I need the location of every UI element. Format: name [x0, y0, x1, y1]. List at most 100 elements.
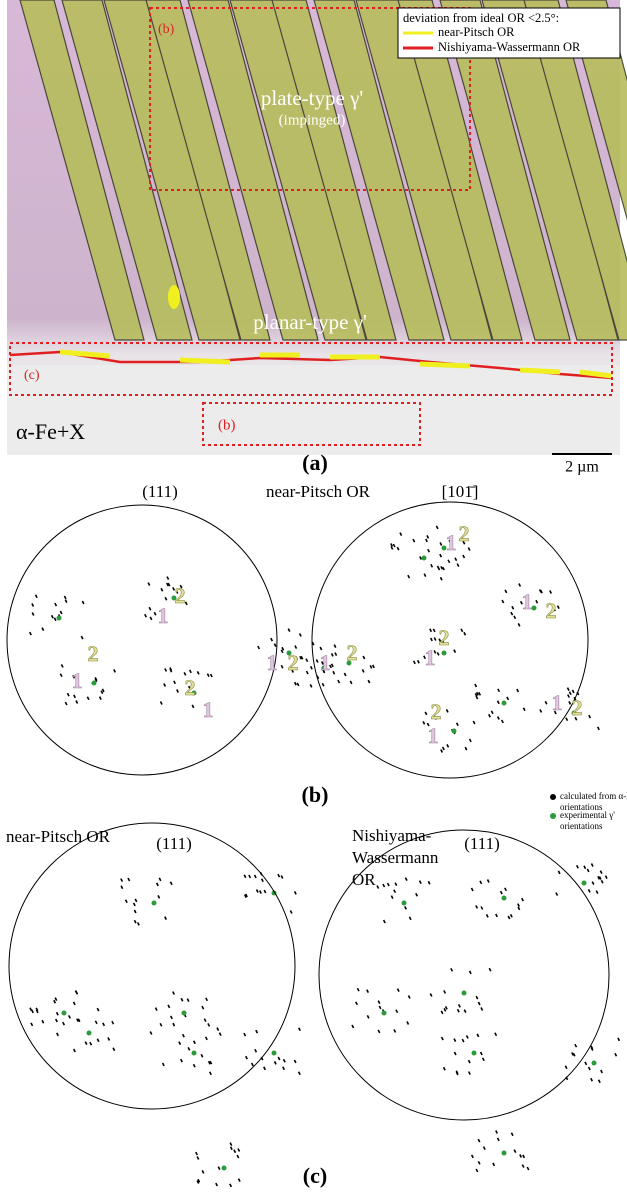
pole-label: 1 [552, 690, 563, 715]
pole-dot [493, 1163, 495, 1166]
pole-dot [518, 907, 520, 910]
pole-dot [409, 917, 411, 920]
pole-dot [441, 749, 443, 752]
pole-dot [135, 899, 137, 902]
pole-dot [60, 674, 62, 677]
pole-dot [158, 895, 160, 898]
panel-title: Wassermann [352, 848, 439, 867]
pole-dot [378, 1001, 380, 1004]
pole-dot [278, 874, 280, 877]
pole-dot [299, 1028, 301, 1031]
pole-dot [126, 900, 128, 903]
pole-dot [424, 574, 426, 577]
pole-label: 2 [459, 521, 470, 546]
pole-dot [502, 701, 507, 706]
pole-dot [462, 1039, 464, 1042]
pole-figure [9, 823, 295, 1109]
pole-dot [61, 664, 63, 667]
pole-label: 2 [175, 583, 186, 608]
pole-dot [333, 671, 335, 674]
pole-dot [148, 583, 150, 586]
pole-dot [518, 904, 520, 907]
pole-label: 2 [572, 695, 583, 720]
pole-dot [592, 882, 594, 885]
pole-dot [281, 665, 283, 668]
pole-dot [601, 1070, 603, 1073]
pole-dot [177, 689, 179, 692]
pole-dot [454, 1052, 456, 1055]
pole-dot [442, 651, 447, 656]
figure: (b) (c) (b) plate-type γ' (impinged) pla… [0, 0, 627, 1194]
pole-dot [173, 1023, 175, 1026]
pole-dot [103, 1023, 105, 1026]
pole-dot [186, 602, 188, 605]
pole-dot [197, 1156, 199, 1159]
pole-dot [502, 720, 504, 723]
pole-dot [54, 618, 56, 621]
pole-dot [297, 683, 299, 686]
pole-dot [565, 1066, 567, 1069]
pole-dot [222, 1166, 227, 1171]
pole-dot [591, 1078, 593, 1081]
pole-dot [577, 865, 579, 868]
pole-dot [316, 659, 318, 662]
pole-dot [517, 689, 519, 692]
pole-dot [483, 1058, 485, 1061]
pole-dot [282, 647, 284, 650]
pole-dot [202, 1170, 204, 1173]
pole-dot [181, 1059, 183, 1062]
pole-dot [183, 1034, 185, 1037]
legend-entry: experimental γ'orientations [560, 810, 615, 831]
pole-dot [73, 1002, 75, 1005]
pole-dot [260, 890, 262, 893]
pole-label: 1 [425, 645, 436, 670]
pole-dot [443, 567, 445, 570]
pole-dot [97, 1039, 99, 1042]
pole-dot [352, 1025, 354, 1028]
pole-dot [295, 646, 297, 649]
pole-dot [210, 1072, 212, 1075]
pole-dot [422, 556, 427, 561]
pole-label: 2 [185, 675, 196, 700]
pole-dot [481, 1052, 483, 1055]
pole-dot [74, 1049, 76, 1052]
pole-dot [155, 1008, 157, 1011]
pole-dot [511, 1133, 513, 1136]
micrograph [7, 0, 627, 455]
pole-dot [430, 629, 432, 632]
pole-dot [311, 666, 313, 669]
pole-dot [405, 878, 407, 881]
pole-dot [377, 886, 379, 889]
pole-dot [585, 1062, 587, 1065]
pole-dot [281, 650, 283, 653]
pole-dot [379, 1006, 381, 1009]
pole-dot [32, 603, 34, 606]
pole-dot [476, 905, 478, 908]
pole-dot [469, 1060, 471, 1063]
pole-dot [218, 1167, 220, 1170]
pole-dot [114, 669, 116, 672]
pole-dot [418, 660, 420, 663]
annotation: (impinged) [279, 112, 346, 128]
pole-dot [393, 544, 395, 547]
pole-dot [391, 544, 393, 547]
pole-dot [357, 988, 359, 991]
pole-dot [30, 632, 32, 635]
pole-dot [207, 674, 209, 677]
pole-dot [332, 664, 334, 667]
pole-dot [65, 702, 67, 705]
pole-dot [615, 1053, 617, 1056]
pole-dot [363, 656, 365, 659]
pole-dot [489, 714, 491, 717]
pole-dot [208, 1023, 210, 1026]
pole-dot [288, 629, 290, 632]
pole-dot [457, 564, 459, 567]
pole-dot [511, 612, 513, 615]
pole-dot [451, 968, 453, 971]
pole-dot [464, 632, 466, 635]
pole-dot [484, 1147, 486, 1150]
pole-dot [65, 600, 67, 603]
pole-dot [101, 691, 103, 694]
pole-dot [480, 881, 482, 884]
pole-dot [134, 910, 136, 913]
